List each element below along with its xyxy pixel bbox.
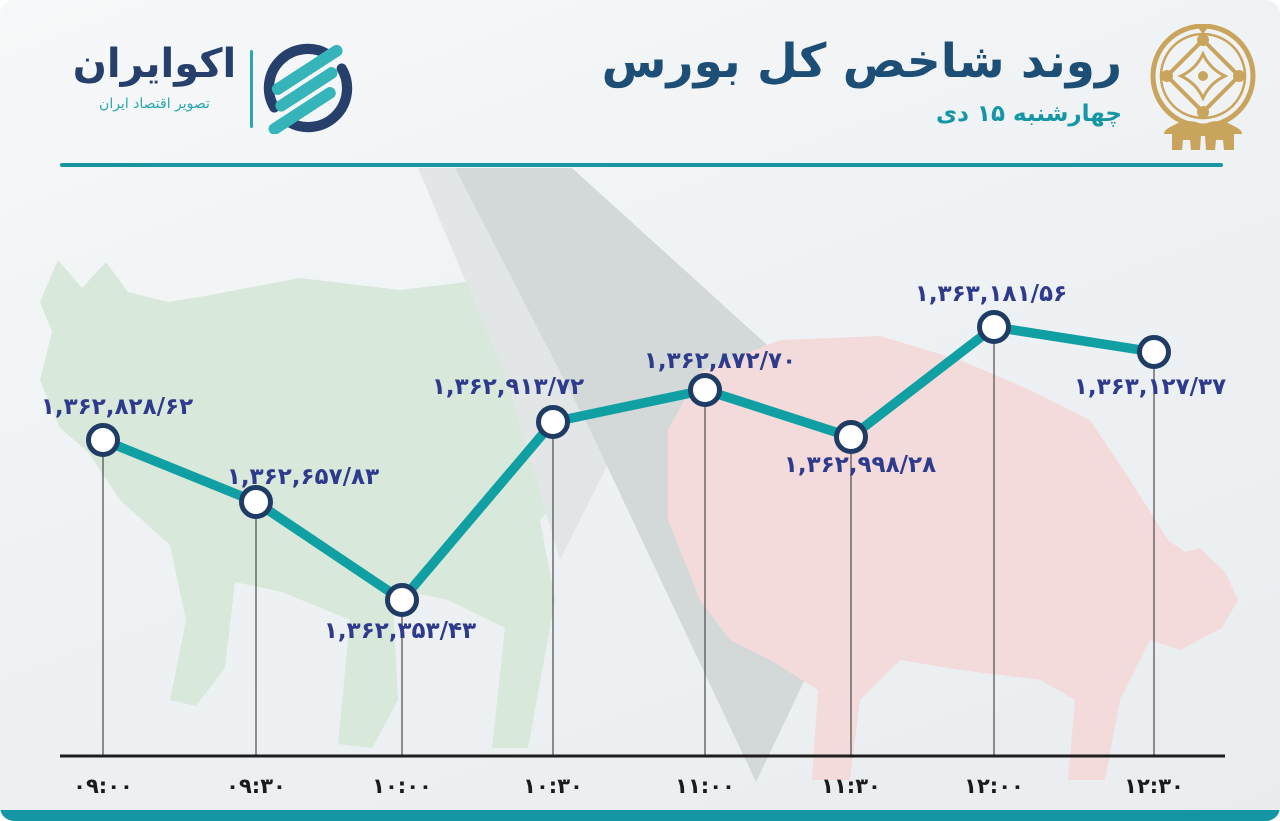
- drop-lines: [102, 327, 1155, 755]
- bull-silhouette: [40, 260, 615, 748]
- time-axis-label: ۱۲:۳۰: [1124, 774, 1184, 798]
- bottom-bar: [0, 810, 1280, 821]
- data-point-marker: [834, 420, 868, 454]
- time-axis-label: ۱۱:۰۰: [675, 774, 735, 798]
- arrow-wedge-light: [418, 168, 640, 560]
- data-point-marker: [1137, 335, 1171, 369]
- time-axis-label: ۱۰:۰۰: [372, 774, 432, 798]
- brand-name: اکوایران: [72, 41, 237, 87]
- data-point-marker: [977, 310, 1011, 344]
- value-label: ۱,۳۶۲,۸۲۸/۶۲: [40, 394, 194, 420]
- data-point-marker: [86, 423, 120, 457]
- value-label: ۱,۳۶۳,۱۸۱/۵۶: [914, 281, 1068, 307]
- brand-divider: [250, 50, 253, 128]
- data-points: [86, 310, 1171, 617]
- data-point-marker: [239, 485, 273, 519]
- time-axis-label: ۰۹:۰۰: [73, 774, 133, 798]
- bear-silhouette: [668, 336, 1238, 780]
- time-axis-label: ۱۲:۰۰: [964, 774, 1024, 798]
- data-point-marker: [385, 583, 419, 617]
- header-rule: [60, 163, 1223, 167]
- ecoiran-brand: اکوایران تصویر اقتصاد ایران: [62, 42, 247, 112]
- time-axis-label: ۱۱:۳۰: [821, 774, 881, 798]
- value-label: ۱,۳۶۲,۹۹۸/۲۸: [783, 452, 937, 478]
- page-title: روند شاخص کل بورس: [601, 34, 1122, 89]
- ecoiran-logo-icon: [263, 43, 353, 134]
- data-point-marker: [688, 373, 722, 407]
- data-point-marker: [536, 405, 570, 439]
- bourse-emblem-icon: [1150, 24, 1256, 150]
- value-label: ۱,۳۶۲,۳۵۳/۴۳: [323, 618, 477, 644]
- value-label: ۱,۳۶۲,۶۵۷/۸۳: [226, 464, 380, 490]
- trend-line: [98, 322, 1159, 605]
- page-date: چهارشنبه ۱۵ دی: [936, 101, 1122, 128]
- time-axis-label: ۰۹:۳۰: [226, 774, 286, 798]
- brand-tagline: تصویر اقتصاد ایران: [99, 96, 210, 112]
- title-block: روند شاخص کل بورس چهارشنبه ۱۵ دی: [602, 30, 1122, 127]
- value-label: ۱,۳۶۲,۹۱۳/۷۲: [431, 374, 585, 400]
- time-axis-label: ۱۰:۳۰: [523, 774, 583, 798]
- value-label: ۱,۳۶۳,۱۲۷/۳۷: [1073, 374, 1227, 400]
- value-label: ۱,۳۶۲,۸۷۲/۷۰: [643, 348, 797, 374]
